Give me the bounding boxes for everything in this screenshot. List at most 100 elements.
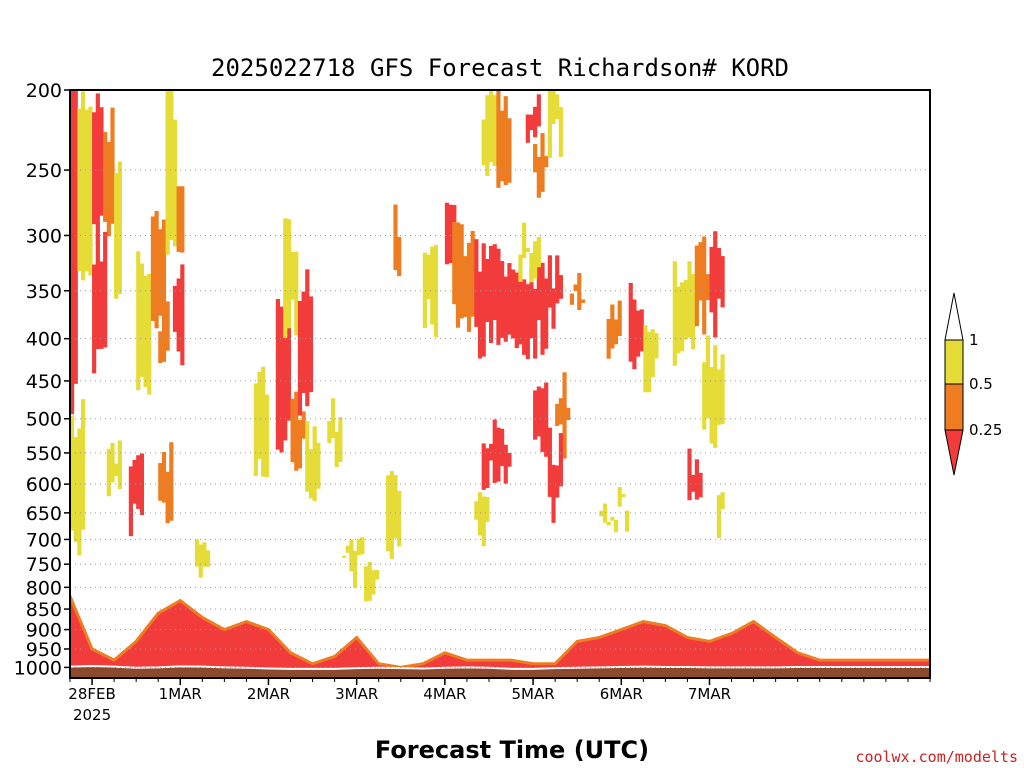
ri-cell	[518, 276, 523, 345]
ri-cell	[713, 345, 718, 448]
ri-cell	[639, 309, 644, 352]
ri-cell	[687, 261, 692, 338]
ri-cell	[169, 90, 174, 240]
ri-cell	[533, 390, 538, 440]
ri-cell	[720, 256, 725, 308]
ri-cell	[547, 90, 552, 158]
ri-cell	[547, 255, 552, 308]
ri-cell	[709, 367, 714, 444]
ri-cell	[628, 282, 633, 362]
ri-cell	[691, 474, 696, 492]
ri-cell	[617, 487, 622, 507]
legend-band-orange	[944, 383, 964, 431]
y-tick-label: 700	[26, 529, 62, 551]
ri-cell	[577, 273, 582, 311]
ri-cell	[488, 245, 494, 344]
ri-cell	[481, 496, 486, 547]
ri-region-26	[386, 471, 402, 560]
ri-region-42	[474, 492, 490, 547]
ri-cell	[558, 275, 563, 299]
ri-cell	[341, 555, 347, 558]
ri-cell	[525, 284, 530, 360]
ri-cell	[301, 411, 306, 439]
y-tick-label: 200	[26, 80, 62, 102]
x-tick-label: 3MAR	[335, 685, 378, 703]
ri-cell	[73, 90, 78, 384]
y-tick-label: 750	[26, 554, 62, 576]
ri-cell	[95, 241, 100, 350]
x-axis-label: Forecast Time (UTC)	[375, 736, 649, 764]
ri-cell	[92, 264, 97, 374]
ri-cell	[518, 254, 523, 282]
y-axis: 200 250 300 350 400 450 500 550 600 650 700 7508008…	[14, 80, 70, 679]
ri-cell	[70, 415, 75, 531]
ri-cell	[198, 544, 203, 578]
ri-cell	[389, 471, 394, 560]
ri-cell	[305, 421, 310, 492]
ri-cell	[172, 119, 178, 247]
ri-cell	[547, 427, 552, 497]
x-axis: 28FEB 2025 1MAR 2MAR 3MAR 4MAR 5MAR 6MAR 7MAR	[68, 678, 931, 724]
ri-cell	[485, 95, 490, 177]
ri-cell	[687, 448, 692, 501]
ri-cell	[297, 420, 303, 469]
ri-cell	[430, 246, 435, 325]
ri-region-4	[114, 161, 122, 299]
ri-cell	[257, 371, 262, 459]
ri-cell	[132, 460, 137, 504]
y-tick-label: 800	[26, 577, 62, 599]
ri-cell	[364, 566, 369, 602]
credit-link[interactable]: coolwx.com/modelts	[855, 748, 1018, 766]
ri-region-35	[518, 222, 541, 283]
x-tick-label: 4MAR	[423, 685, 466, 703]
ri-cell	[533, 288, 538, 359]
ri-cell	[676, 286, 681, 354]
x-tick-label: 6MAR	[600, 685, 643, 703]
ri-region-54	[716, 492, 725, 539]
ri-region-16	[194, 539, 211, 578]
ri-cell	[117, 161, 122, 295]
x-tick-label: 5MAR	[511, 685, 554, 703]
ri-cell	[150, 216, 156, 321]
ri-region-39	[547, 255, 563, 329]
boundary-layer-region	[70, 596, 930, 669]
ri-region-10	[150, 210, 167, 329]
ri-cell	[176, 278, 181, 352]
ri-region-22	[305, 421, 321, 502]
ri-region-49	[672, 261, 696, 366]
ri-cell	[485, 448, 490, 489]
ri-cell	[573, 284, 578, 292]
ri-cell	[555, 255, 560, 304]
ri-cell	[613, 319, 619, 345]
ri-cell	[522, 279, 527, 355]
ri-cell	[165, 90, 170, 255]
ri-cell	[720, 492, 725, 509]
ri-cell	[610, 304, 615, 349]
ri-cell	[88, 106, 93, 276]
ri-cell	[555, 403, 560, 427]
ri-region-36	[525, 94, 541, 143]
ri-cell	[106, 141, 111, 237]
ri-cell	[103, 231, 108, 348]
x-tick-label: 1MAR	[159, 685, 202, 703]
ri-cell	[551, 288, 556, 329]
ri-cell	[161, 298, 167, 362]
ri-region-18	[275, 299, 292, 453]
ri-cell	[81, 399, 86, 530]
ri-cell	[488, 443, 494, 461]
ri-region-27	[393, 204, 402, 277]
ri-cell	[77, 108, 82, 272]
ri-cell	[110, 442, 115, 483]
ri-cell	[606, 521, 611, 526]
ri-cell	[492, 95, 497, 167]
ri-cell	[290, 251, 295, 300]
ri-cell	[716, 248, 722, 299]
ri-cell	[647, 331, 652, 393]
ri-cell	[95, 93, 100, 245]
ri-cell	[264, 394, 269, 478]
ri-cell	[294, 391, 299, 471]
colorbar-legend: 1 0.5 0.25	[944, 292, 1002, 476]
ri-cell	[367, 562, 372, 601]
y-tick-label: 250	[26, 160, 62, 182]
ri-region-30	[452, 221, 475, 332]
